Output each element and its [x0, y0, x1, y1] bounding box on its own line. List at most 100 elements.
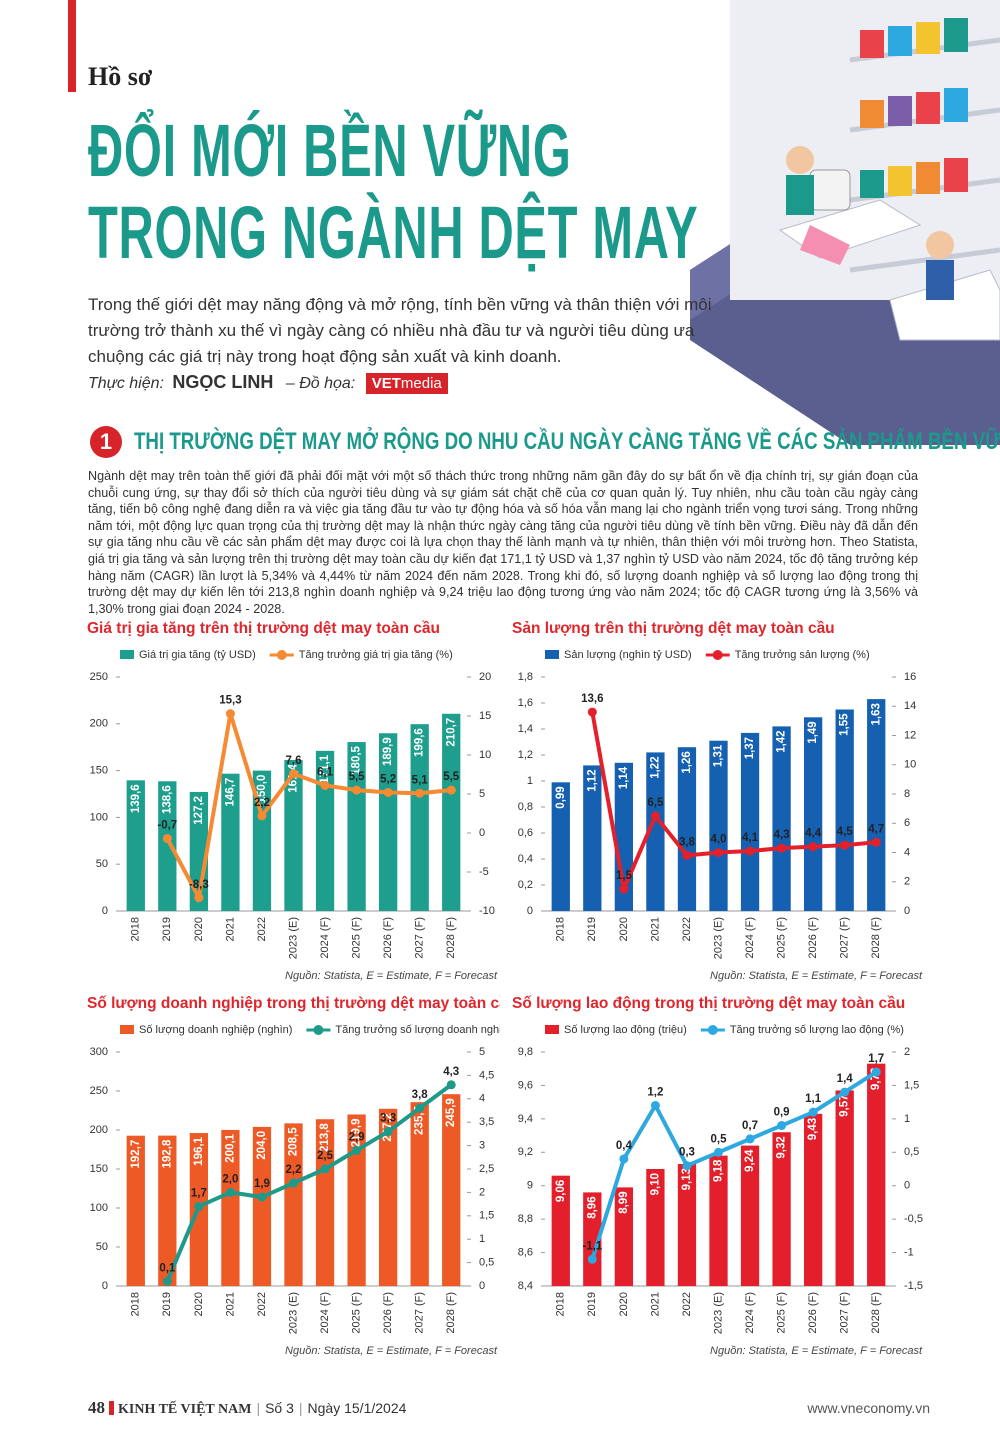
legend-swatch [313, 1025, 324, 1035]
bar [315, 1119, 335, 1286]
y-tick-label: 250 [90, 1085, 108, 1097]
y-tick-label: 0,6 [518, 827, 533, 839]
line-point [257, 1192, 267, 1202]
y2-tick-label: 5 [479, 788, 485, 800]
x-tick-label: 2019 [586, 1292, 598, 1316]
x-tick-label: 2027 (F) [839, 1292, 851, 1334]
bar [772, 1132, 791, 1286]
line-point [682, 1161, 692, 1171]
line-value-label: 1,9 [254, 1178, 270, 1190]
bar-value-label: 9,13 [681, 1168, 693, 1190]
line-value-label: 7,6 [286, 755, 302, 767]
y-tick-label: 150 [90, 1163, 108, 1175]
x-tick-label: 2028 (F) [870, 1292, 882, 1334]
bar-value-label: 219,9 [351, 1118, 363, 1147]
line [590, 711, 877, 892]
line [590, 1070, 878, 1260]
y-tick-label: 9,4 [518, 1113, 533, 1125]
y2-tick-label: 12 [904, 729, 916, 741]
accent-bar [68, 0, 76, 92]
bar [410, 1102, 429, 1286]
legend-swatch [545, 650, 559, 659]
bar [221, 1129, 240, 1286]
bar [646, 1169, 665, 1286]
bar [284, 1123, 303, 1286]
line-point [619, 1154, 629, 1164]
footer: 48 KINH TẾ VIỆT NAM | Số 3 | Ngày 15/1/2024 w… [88, 1398, 930, 1417]
y2-tick-label: 3 [479, 1140, 485, 1152]
bar-value-label: 1,37 [744, 737, 756, 759]
y-tick-label: 1,2 [518, 749, 533, 761]
line-point [352, 1145, 362, 1155]
bar-value-label: 189,9 [382, 737, 394, 766]
chart: Số lượng doanh nghiệp trong thị trường d… [87, 995, 500, 1357]
bar-value-label: 9,06 [555, 1180, 567, 1202]
line-value-label: 3,8 [679, 836, 696, 848]
x-tick-label: 2022 [256, 1292, 268, 1316]
issue: Số 3 [265, 1400, 294, 1416]
bar-value-label: 1,63 [870, 703, 882, 725]
bar-value-label: 9,18 [713, 1159, 725, 1182]
chart-title: Sản lượng trên thị trường dệt may toàn c… [512, 620, 835, 637]
y2-tick-label: 10 [904, 759, 916, 771]
line-value-label: 4,5 [837, 826, 854, 838]
bar-value-label: 1,14 [618, 766, 630, 789]
y-tick-label: 9,8 [518, 1046, 533, 1058]
bar [442, 1094, 461, 1286]
line-value-label: 0,3 [679, 1147, 695, 1159]
bar [677, 1163, 697, 1286]
legend-swatch [120, 1025, 134, 1034]
credits: Thực hiện: NGỌC LINH – Đồ họa: VETmedia [88, 372, 448, 394]
brand: VETmedia [365, 373, 448, 394]
bar-value-label: 1,31 [713, 744, 725, 767]
x-tick-label: 2025 (F) [350, 917, 362, 959]
legend-swatch [276, 650, 287, 660]
line-value-label: 0,4 [616, 1140, 633, 1152]
credit-label: Thực hiện: [88, 375, 164, 392]
brand-part: media [400, 375, 442, 392]
x-tick-label: 2025 (F) [350, 1292, 362, 1334]
bar-value-label: 138,6 [161, 785, 173, 814]
line-value-label: 5,5 [349, 771, 366, 783]
lead: Trong thế giới dệt may năng động và mở r… [88, 295, 712, 366]
line-value-label: 3,8 [412, 1089, 429, 1101]
line-point [777, 1121, 787, 1131]
y2-tick-label: 2 [904, 876, 910, 888]
bar [677, 747, 697, 911]
y2-tick-label: 4 [479, 1093, 485, 1105]
line-value-label: 1,7 [191, 1187, 207, 1199]
line-value-label: 2,2 [286, 1164, 302, 1176]
line-point [871, 1067, 881, 1077]
x-tick-label: 2021 [224, 917, 236, 941]
bar [551, 782, 570, 911]
x-tick-label: 2028 (F) [445, 1292, 457, 1334]
line-point [587, 1254, 597, 1264]
line-point [162, 1276, 172, 1286]
chart-title: Giá trị gia tăng trên thị trường dệt may… [87, 620, 440, 637]
x-tick-label: 2024 (F) [319, 917, 331, 959]
line-value-label: 3,3 [380, 1113, 396, 1125]
y2-tick-label: 1,5 [479, 1210, 494, 1222]
x-tick-label: 2026 (F) [382, 1292, 394, 1334]
line-point [194, 1201, 204, 1211]
line-point [320, 1164, 330, 1174]
y2-tick-label: 14 [904, 700, 916, 712]
line-point [714, 848, 723, 857]
line-value-label: 2,9 [349, 1131, 365, 1143]
line-value-label: -8,3 [189, 879, 209, 891]
line-value-label: 4,4 [805, 828, 822, 840]
bar-value-label: 9,57 [839, 1094, 851, 1116]
line-point [446, 1080, 456, 1090]
line-value-label: 5,5 [443, 771, 460, 783]
line-point [682, 850, 692, 860]
x-tick-label: 2018 [555, 1292, 567, 1316]
chart: Số lượng lao động trong thị trường dệt m… [512, 995, 923, 1357]
y2-tick-label: 1 [479, 1233, 485, 1245]
line-value-label: 6,5 [647, 797, 664, 809]
line-value-label: 6,1 [317, 766, 334, 778]
y2-tick-label: 16 [904, 671, 916, 683]
bar-value-label: 1,26 [681, 751, 693, 773]
line-value-label: 1,2 [647, 1087, 663, 1099]
bar [126, 780, 145, 911]
line-value-label: 2,0 [222, 1173, 238, 1185]
